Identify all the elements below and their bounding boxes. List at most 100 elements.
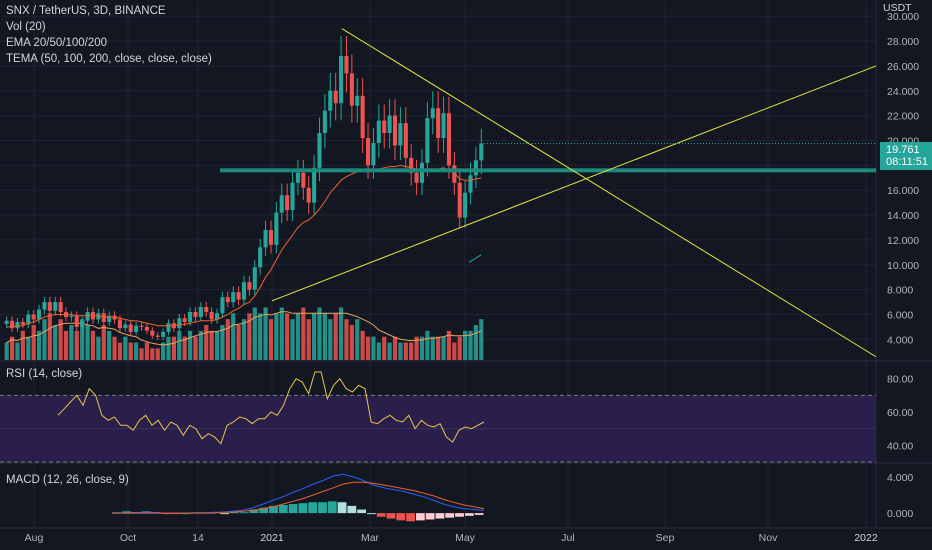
candle — [322, 110, 327, 134]
candle — [112, 315, 117, 320]
time-axis-tick: 14 — [192, 532, 204, 544]
rsi-axis-tick: 80.00 — [887, 374, 913, 386]
candle — [53, 302, 58, 311]
candle — [355, 95, 360, 106]
candle — [193, 312, 198, 317]
volume-bar — [430, 336, 435, 360]
candle — [150, 330, 155, 336]
time-axis-tick: Jul — [561, 532, 574, 544]
volume-bar — [338, 307, 344, 360]
candle — [166, 323, 171, 332]
candle — [139, 325, 144, 327]
volume-bar — [387, 342, 392, 360]
candle — [231, 292, 236, 303]
candle — [371, 142, 376, 166]
volume-bar — [80, 319, 85, 360]
volume-bar — [290, 319, 295, 360]
candle — [317, 133, 322, 168]
volume-bar — [279, 307, 284, 360]
macd-histogram-bar — [425, 513, 435, 520]
macd-histogram-bar — [357, 509, 367, 514]
candle — [430, 108, 435, 119]
volume-bar — [187, 330, 193, 360]
candle — [414, 172, 419, 183]
tema-legend[interactable]: TEMA (50, 100, 200, close, close, close) — [6, 53, 212, 65]
descending-trendline — [341, 28, 877, 358]
macd-histogram-bar — [122, 511, 132, 514]
volume-bar — [409, 342, 414, 360]
volume-bar — [69, 325, 74, 360]
candle — [376, 120, 381, 143]
candle — [101, 313, 106, 322]
volume-bar — [4, 342, 9, 360]
volume-bar — [220, 325, 225, 360]
volume-bar — [171, 336, 176, 360]
drawing-segment — [468, 254, 482, 263]
volume-bar — [182, 336, 187, 360]
candle — [344, 55, 349, 74]
candle — [312, 167, 317, 203]
volume-bar — [63, 330, 69, 360]
volume-bar — [382, 336, 387, 360]
candle — [252, 267, 257, 290]
macd-histogram-bar — [239, 512, 249, 514]
macd-histogram-bar — [181, 513, 190, 515]
volume-bar — [47, 313, 52, 360]
macd-histogram-bar — [445, 513, 455, 518]
price-axis-tick: 26.000 — [887, 61, 919, 73]
chart-legend: SNX / TetherUS, 3D, BINANCE Vol (20) EMA… — [6, 3, 212, 67]
rsi-legend[interactable]: RSI (14, close) — [6, 368, 83, 380]
symbol-title[interactable]: SNX / TetherUS, 3D, BINANCE — [6, 5, 166, 17]
volume-bar — [128, 342, 133, 360]
price-axis-tick: 8.000 — [887, 285, 913, 297]
candle — [31, 314, 36, 320]
volume-bar — [177, 330, 182, 360]
macd-histogram-bar — [229, 512, 239, 514]
volume-bar — [53, 325, 58, 360]
ema-line — [6, 164, 482, 328]
volume-bar — [452, 342, 457, 360]
candle — [188, 312, 193, 322]
volume-bar — [441, 336, 446, 360]
candle — [452, 165, 457, 183]
support-zone-line — [220, 168, 876, 173]
candle — [365, 138, 371, 166]
volume-bar — [20, 330, 25, 360]
time-axis-tick: Mar — [361, 532, 380, 544]
ema-legend[interactable]: EMA 20/50/100/200 — [6, 37, 108, 49]
time-axis-tick: 2022 — [854, 532, 878, 544]
macd-histogram-bar — [249, 509, 259, 514]
volume-bar — [365, 336, 371, 360]
candle — [161, 331, 166, 337]
macd-histogram-bar — [337, 502, 347, 514]
time-axis-tick: Nov — [759, 532, 778, 544]
candle — [247, 282, 252, 290]
volume-bar — [473, 325, 479, 360]
volume-bar — [312, 313, 317, 360]
volume-bar — [150, 348, 155, 360]
volume-bar — [446, 330, 452, 360]
macd-histogram-bar — [415, 513, 425, 521]
candle — [96, 313, 101, 320]
volume-bar — [355, 319, 360, 360]
volume-bar — [231, 313, 236, 360]
macd-histogram-bar — [161, 513, 171, 515]
volume-bar — [36, 330, 42, 360]
macd-histogram-bar — [386, 513, 396, 519]
volume-bar — [85, 325, 90, 360]
volume-bar — [209, 330, 214, 360]
candle — [85, 312, 90, 321]
volume-bar — [112, 336, 117, 360]
candle — [268, 229, 274, 245]
volume-bar — [468, 330, 473, 360]
price-axis-tick: 14.000 — [887, 210, 919, 222]
macd-legend[interactable]: MACD (12, 26, close, 9) — [6, 474, 129, 486]
candle — [241, 282, 247, 300]
macd-histogram-bar — [455, 513, 464, 517]
volume-bar — [101, 325, 106, 360]
volume-bar — [457, 336, 462, 360]
volume-bar — [479, 319, 484, 360]
volume-legend[interactable]: Vol (20) — [6, 21, 46, 33]
candle — [37, 309, 42, 320]
